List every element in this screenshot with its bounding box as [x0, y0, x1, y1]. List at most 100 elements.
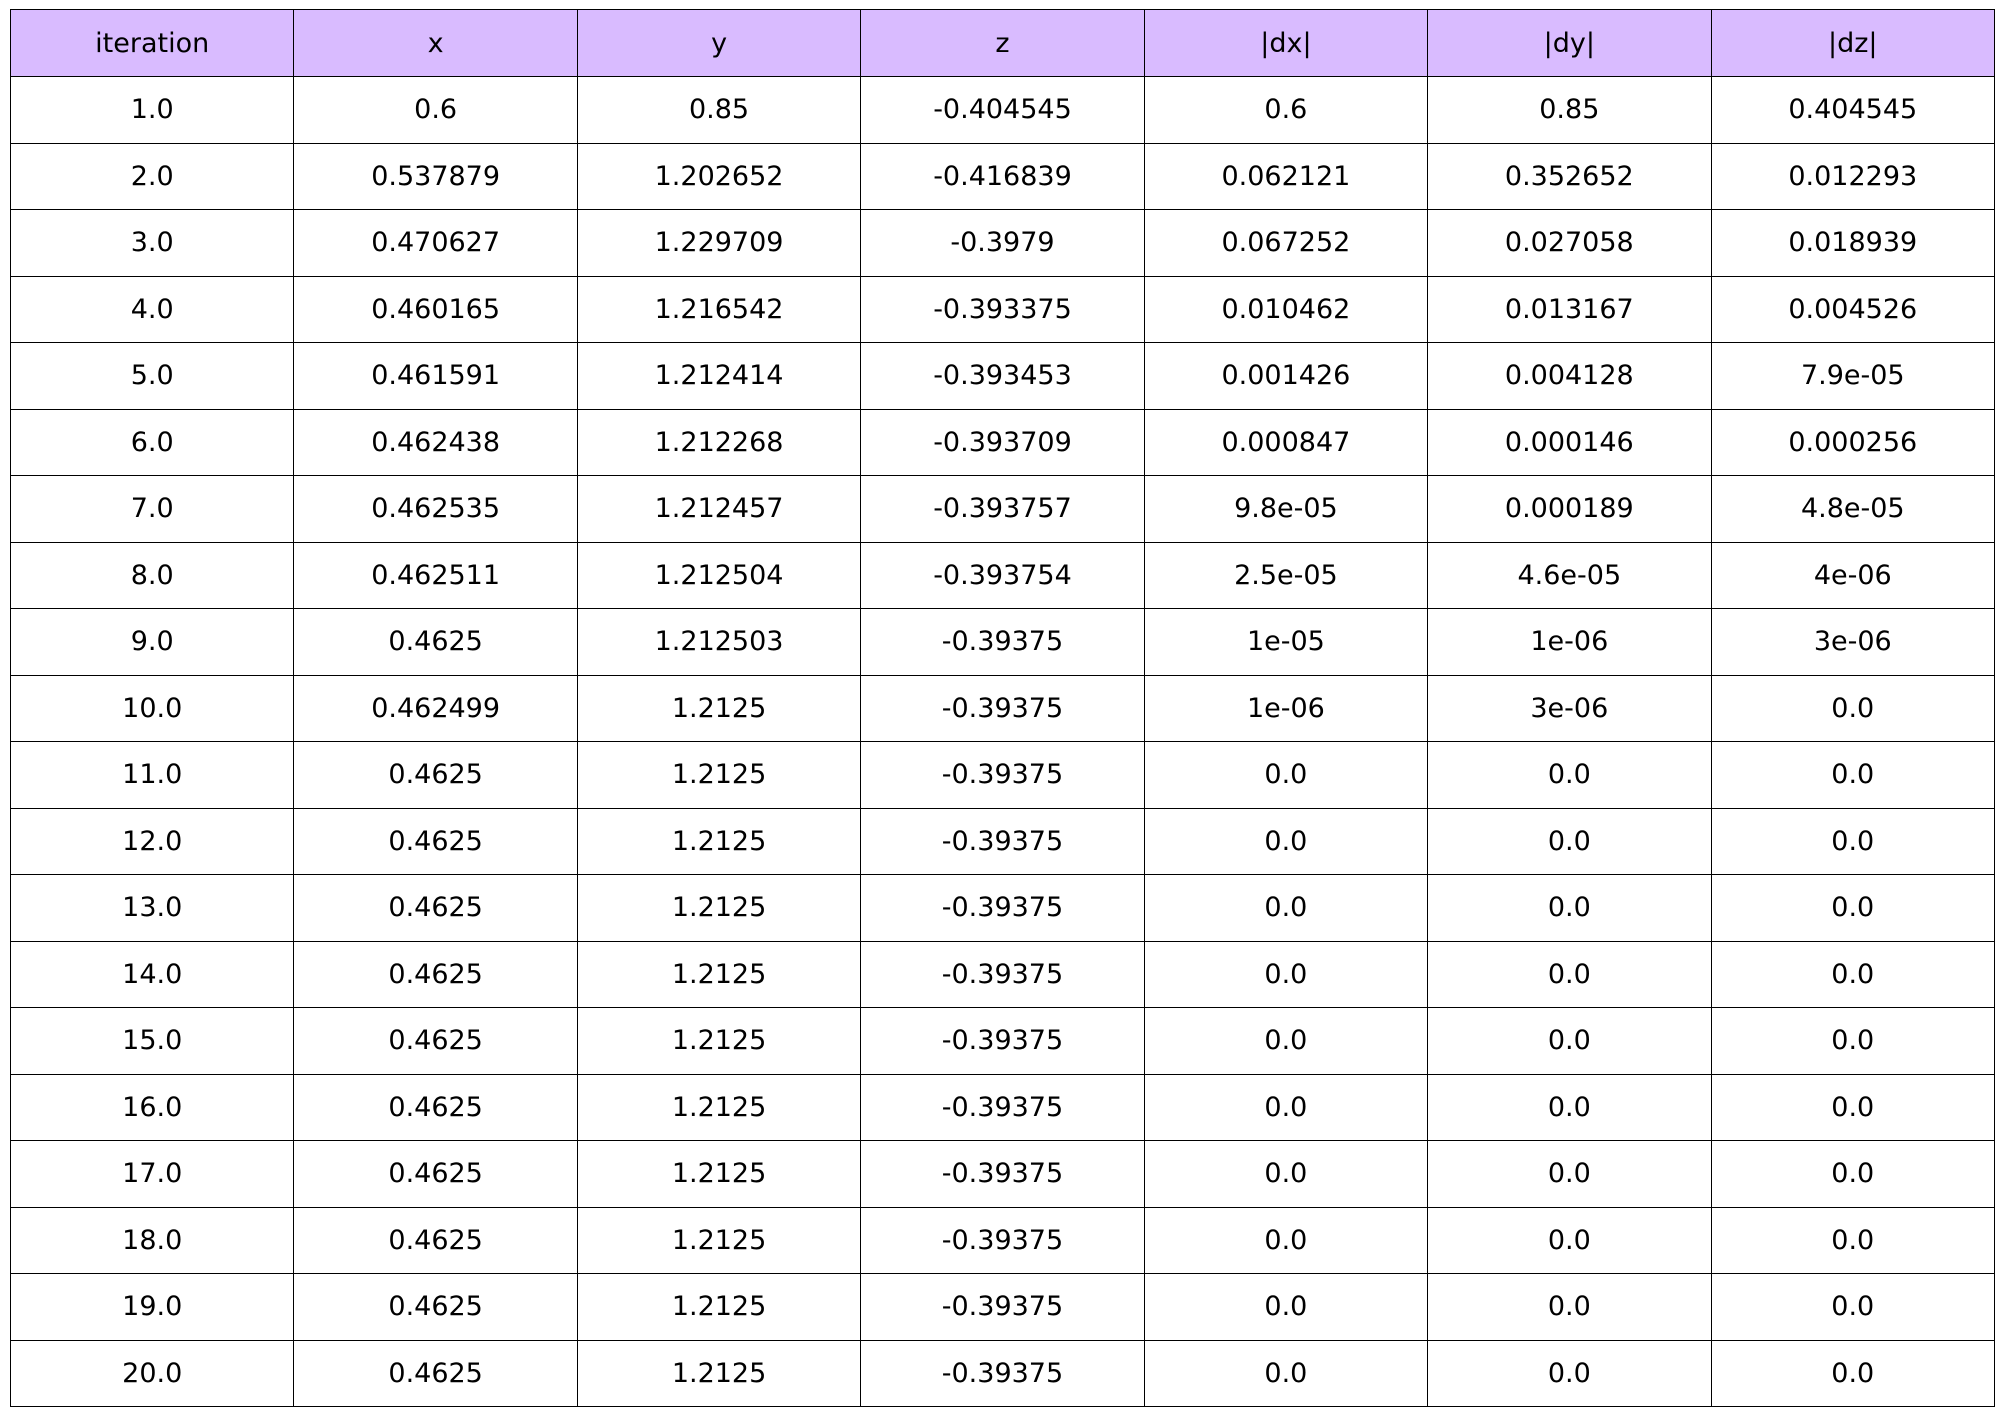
table-cell-z: -0.39375 — [860, 1273, 1145, 1341]
table-cell-dz: 0.0 — [1710, 1206, 1996, 1274]
table-cell-dz: 0.0 — [1710, 1007, 1996, 1075]
table-cell-x: 0.4625 — [293, 1273, 578, 1341]
table-cell-x: 0.462499 — [293, 674, 578, 742]
table-cell-dy: 3e-06 — [1427, 674, 1712, 742]
table-cell-dz: 0.0 — [1710, 874, 1996, 942]
table-cell-dx: 1e-05 — [1143, 608, 1429, 676]
table-cell-y: 1.2125 — [576, 1007, 862, 1075]
table-cell-y: 1.2125 — [576, 1339, 862, 1407]
table-cell-dx: 0.0 — [1143, 1140, 1429, 1208]
table-cell-x: 0.4625 — [293, 1140, 578, 1208]
table-cell-x: 0.470627 — [293, 209, 578, 277]
table-cell-dz: 4.8e-05 — [1710, 475, 1996, 543]
table-cell-dx: 0.0 — [1143, 1339, 1429, 1407]
table-cell-x: 0.4625 — [293, 940, 578, 1008]
table-cell-x: 0.4625 — [293, 1339, 578, 1407]
table-cell-y: 1.2125 — [576, 741, 862, 809]
table-cell-dy: 0.85 — [1427, 76, 1712, 144]
table-cell-z: -0.393453 — [860, 342, 1145, 410]
table-cell-iteration: 4.0 — [9, 275, 295, 343]
table-cell-x: 0.4625 — [293, 807, 578, 875]
table-cell-dz: 0.0 — [1710, 674, 1996, 742]
table-row: 3.0 0.470627 1.229709 -0.3979 0.067252 0.0270… — [9, 209, 1996, 277]
table-cell-z: -0.39375 — [860, 940, 1145, 1008]
table-cell-dy: 0.027058 — [1427, 209, 1712, 277]
table-cell-y: 1.2125 — [576, 807, 862, 875]
table-cell-dy: 0.0 — [1427, 1273, 1712, 1341]
table-cell-x: 0.462511 — [293, 541, 578, 609]
table-cell-dx: 0.0 — [1143, 874, 1429, 942]
table-row: 18.0 0.4625 1.2125 -0.39375 0.0 0.0 0.0 — [9, 1206, 1996, 1274]
table-cell-y: 1.212503 — [576, 608, 862, 676]
table-cell-x: 0.4625 — [293, 608, 578, 676]
table-cell-y: 1.216542 — [576, 275, 862, 343]
table-cell-z: -0.416839 — [860, 142, 1145, 210]
table-cell-dz: 0.0 — [1710, 940, 1996, 1008]
table-cell-z: -0.39375 — [860, 674, 1145, 742]
table-cell-z: -0.39375 — [860, 1073, 1145, 1141]
table-cell-z: -0.3979 — [860, 209, 1145, 277]
table-cell-x: 0.462535 — [293, 475, 578, 543]
table-row: 5.0 0.461591 1.212414 -0.393453 0.001426 0.00… — [9, 342, 1996, 410]
data-table-container: iteration x y z |dx| |dy| |dz| 1.0 0.6 0.85 -0.40… — [9, 9, 1996, 1407]
table-cell-iteration: 12.0 — [9, 807, 295, 875]
table-cell-iteration: 7.0 — [9, 475, 295, 543]
table-cell-dz: 0.004526 — [1710, 275, 1996, 343]
table-cell-y: 1.2125 — [576, 1206, 862, 1274]
table-cell-dx: 0.0 — [1143, 1073, 1429, 1141]
table-cell-y: 1.2125 — [576, 1140, 862, 1208]
table-cell-iteration: 17.0 — [9, 1140, 295, 1208]
table-cell-dy: 0.0 — [1427, 1140, 1712, 1208]
table-cell-dy: 4.6e-05 — [1427, 541, 1712, 609]
table-cell-iteration: 3.0 — [9, 209, 295, 277]
table-cell-y: 0.85 — [576, 76, 862, 144]
column-header-dz: |dz| — [1710, 9, 1996, 77]
table-cell-dx: 0.0 — [1143, 1273, 1429, 1341]
table-cell-dx: 0.000847 — [1143, 408, 1429, 476]
table-cell-iteration: 11.0 — [9, 741, 295, 809]
table-cell-y: 1.212268 — [576, 408, 862, 476]
table-cell-z: -0.39375 — [860, 807, 1145, 875]
table-cell-dy: 0.0 — [1427, 741, 1712, 809]
table-cell-iteration: 18.0 — [9, 1206, 295, 1274]
table-cell-dx: 0.0 — [1143, 1007, 1429, 1075]
table-cell-y: 1.2125 — [576, 674, 862, 742]
table-cell-dz: 4e-06 — [1710, 541, 1996, 609]
column-header-x: x — [293, 9, 578, 77]
table-cell-iteration: 8.0 — [9, 541, 295, 609]
table-cell-dy: 0.0 — [1427, 874, 1712, 942]
table-cell-x: 0.4625 — [293, 741, 578, 809]
table-cell-dz: 0.0 — [1710, 807, 1996, 875]
table-cell-x: 0.462438 — [293, 408, 578, 476]
table-cell-y: 1.212457 — [576, 475, 862, 543]
table-cell-x: 0.4625 — [293, 1007, 578, 1075]
table-cell-iteration: 20.0 — [9, 1339, 295, 1407]
table-cell-dx: 0.0 — [1143, 940, 1429, 1008]
table-cell-z: -0.393754 — [860, 541, 1145, 609]
table-cell-x: 0.6 — [293, 76, 578, 144]
table-cell-dx: 9.8e-05 — [1143, 475, 1429, 543]
table-cell-iteration: 10.0 — [9, 674, 295, 742]
table-cell-dy: 0.0 — [1427, 940, 1712, 1008]
iteration-table: iteration x y z |dx| |dy| |dz| 1.0 0.6 0.85 -0.40… — [9, 9, 1996, 1407]
table-cell-z: -0.39375 — [860, 1007, 1145, 1075]
table-row: 8.0 0.462511 1.212504 -0.393754 2.5e-05 4.6e-… — [9, 541, 1996, 609]
table-cell-dz: 7.9e-05 — [1710, 342, 1996, 410]
table-cell-iteration: 9.0 — [9, 608, 295, 676]
table-cell-dz: 0.000256 — [1710, 408, 1996, 476]
table-cell-dy: 0.352652 — [1427, 142, 1712, 210]
table-cell-dz: 0.0 — [1710, 1273, 1996, 1341]
table-cell-dz: 0.0 — [1710, 1339, 1996, 1407]
column-header-y: y — [576, 9, 862, 77]
table-row: 6.0 0.462438 1.212268 -0.393709 0.000847 0.00… — [9, 408, 1996, 476]
table-cell-z: -0.404545 — [860, 76, 1145, 144]
table-row: 9.0 0.4625 1.212503 -0.39375 1e-05 1e-06 3e-06 — [9, 608, 1996, 676]
header-row: iteration x y z |dx| |dy| |dz| — [9, 9, 1996, 77]
column-header-dy: |dy| — [1427, 9, 1712, 77]
table-cell-y: 1.202652 — [576, 142, 862, 210]
table-cell-dy: 0.0 — [1427, 1073, 1712, 1141]
table-cell-iteration: 2.0 — [9, 142, 295, 210]
table-cell-dy: 0.004128 — [1427, 342, 1712, 410]
table-row: 14.0 0.4625 1.2125 -0.39375 0.0 0.0 0.0 — [9, 940, 1996, 1008]
table-cell-dz: 0.0 — [1710, 1073, 1996, 1141]
